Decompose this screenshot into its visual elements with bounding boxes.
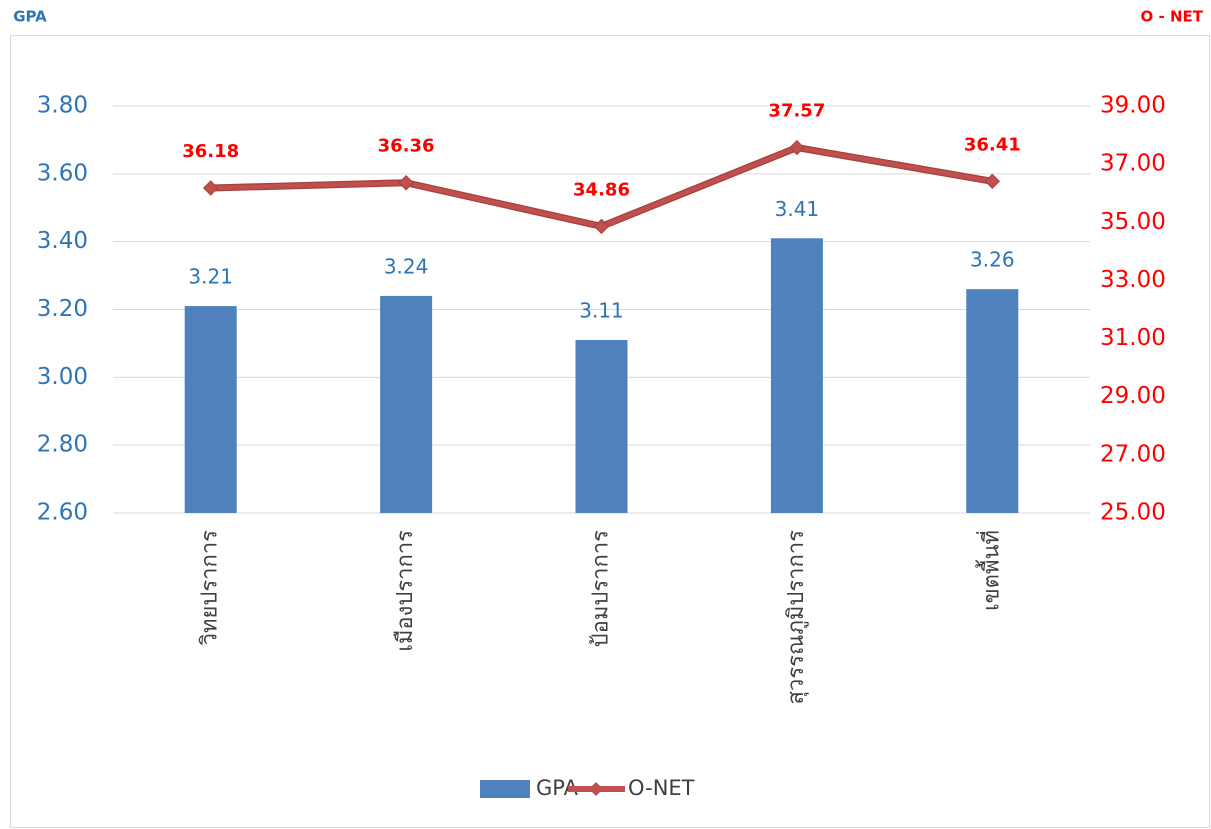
line-value-label: 36.36 [378,136,435,157]
chart-frame [10,35,1210,828]
legend-swatch [480,780,530,798]
line-value-label: 34.86 [573,179,630,200]
y2-tick-label: 29.00 [1100,383,1166,409]
y2-tick-label: 35.00 [1100,209,1166,235]
y-tick-label: 2.60 [37,500,88,526]
y-tick-label: 3.20 [37,296,88,322]
bar [380,295,433,513]
legend-label: O-NET [628,776,695,800]
y-tick-label: 3.60 [37,160,88,186]
bar-value-label: 3.41 [775,197,820,221]
bar-value-label: 3.11 [579,299,624,323]
bar-value-label: 3.24 [384,254,429,278]
x-tick-label: ป้อมปราการ [589,530,614,647]
line-value-label: 36.41 [964,134,1021,155]
line-marker [984,173,1001,190]
y2-tick-label: 27.00 [1100,441,1166,467]
y2-tick-label: 39.00 [1100,93,1166,119]
x-tick-label: สุวรรณภูมิปราการ [784,530,809,705]
y2-axis-title: O - NET [1141,8,1204,26]
line-marker [398,175,414,191]
line-value-label: 37.57 [768,101,825,122]
bar [184,306,237,513]
x-tick-label: เขตพื้นที่ [975,530,1004,611]
line-value-label: 36.18 [182,141,239,162]
y-tick-label: 3.80 [37,93,88,119]
x-tick-label: เมืองปราการ [393,530,418,652]
y2-tick-label: 31.00 [1100,325,1166,351]
bar-value-label: 3.26 [970,248,1015,272]
y-tick-label: 2.80 [37,432,88,458]
bar [770,238,823,513]
line-marker [593,218,610,235]
line-marker [202,180,219,196]
line-marker [789,139,805,156]
y-axis-title: GPA [13,8,47,26]
bar [966,289,1019,513]
y2-tick-label: 25.00 [1100,500,1166,526]
y-tick-label: 3.00 [37,364,88,390]
legend-swatch [589,782,603,796]
y-tick-label: 3.40 [37,228,88,254]
x-tick-label: วิทยปราการ [198,530,223,646]
bar [575,340,628,513]
y2-tick-label: 37.00 [1100,151,1166,177]
y2-tick-label: 33.00 [1100,267,1166,293]
bar-value-label: 3.21 [188,265,233,289]
